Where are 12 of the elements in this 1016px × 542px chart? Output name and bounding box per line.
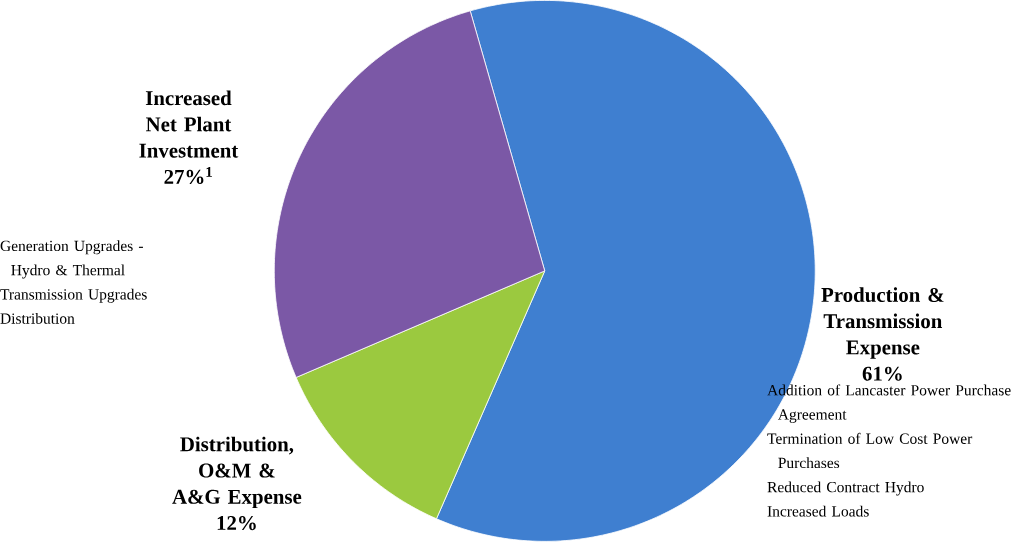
text: Reduced Contract Hydro bbox=[767, 481, 924, 496]
slice-label: Distribution, O&M & A&G Expense bbox=[172, 436, 302, 509]
text: Transmission Upgrades bbox=[0, 288, 147, 303]
data-label: 27%$^{1}$ bbox=[164, 167, 212, 185]
text: Increased Loads bbox=[767, 505, 869, 517]
slice-label: Production & Transmission Expense bbox=[821, 287, 944, 359]
text: Generation Upgrades - Hydro & Thermal bbox=[0, 240, 143, 279]
slice-label: Increased Net Plant Investment bbox=[139, 90, 239, 158]
text: Termination of Low Cost Power Purchases bbox=[767, 432, 973, 469]
data-label: 12% bbox=[217, 516, 256, 531]
text: Distribution bbox=[0, 313, 75, 324]
data-label: 61% bbox=[862, 366, 902, 381]
